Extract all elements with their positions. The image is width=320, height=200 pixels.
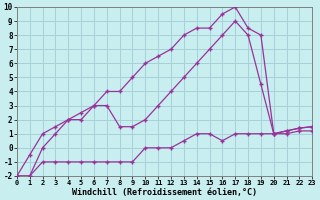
X-axis label: Windchill (Refroidissement éolien,°C): Windchill (Refroidissement éolien,°C)	[72, 188, 257, 197]
